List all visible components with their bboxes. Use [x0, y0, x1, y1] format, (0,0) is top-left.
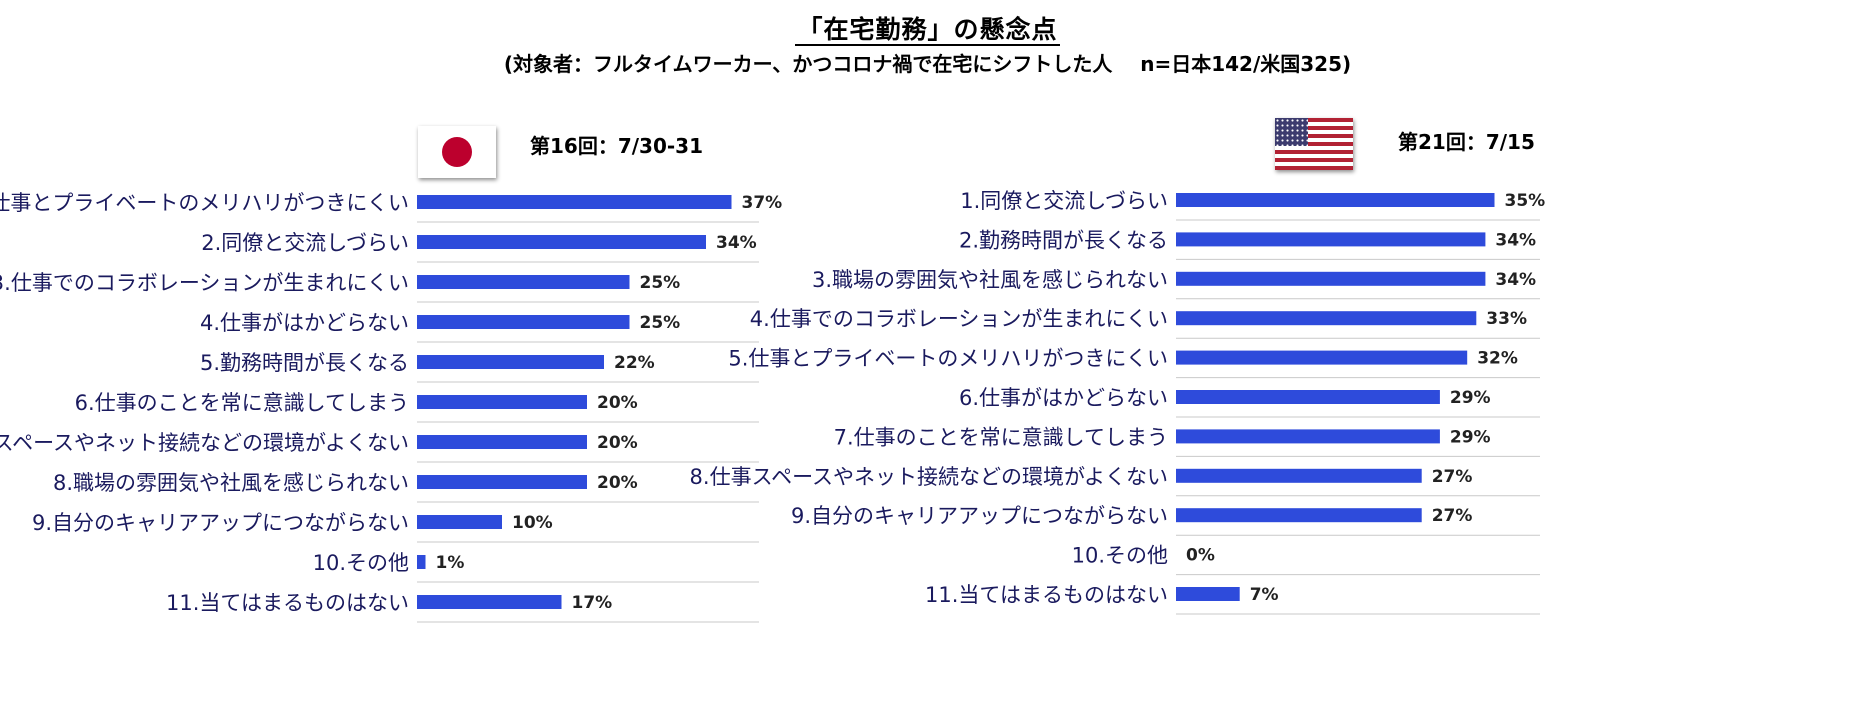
- jp-bar: [417, 315, 630, 329]
- jp-category-label: 6.仕事のことを常に意識してしまう: [75, 391, 409, 415]
- us-category-label: 4.仕事でのコラボレーションが生まれにくい: [750, 307, 1168, 331]
- us-bar: [1176, 390, 1440, 404]
- us-bar: [1176, 587, 1240, 601]
- us-bar: [1176, 350, 1468, 365]
- us-value-label: 33%: [1486, 309, 1527, 329]
- jp-value-label: 20%: [597, 433, 638, 453]
- japan-panel: 第16回：7/30-31 1.仕事とプライベートのメリハリがつきにくい 37% 2.…: [0, 110, 920, 710]
- jp-value-label: 20%: [597, 473, 638, 493]
- jp-category-label: 5.勤務時間が長くなる: [200, 351, 409, 375]
- us-category-label: 11.当てはまるものはない: [925, 583, 1168, 607]
- jp-bar: [417, 595, 562, 609]
- jp-bar: [417, 515, 502, 529]
- us-category-label: 5.仕事とプライベートのメリハリがつきにくい: [728, 347, 1168, 371]
- us-category-label: 8.仕事スペースやネット接続などの環境がよくない: [690, 465, 1168, 489]
- japan-survey-label: 第16回：7/30-31: [530, 134, 704, 158]
- us-value-label: 29%: [1450, 427, 1491, 447]
- us-bar: [1176, 508, 1422, 523]
- us-category-label: 7.仕事のことを常に意識してしまう: [834, 425, 1168, 449]
- chart-title: 「在宅勤務」の懸念点: [795, 15, 1060, 46]
- jp-category-label: 8.職場の雰囲気や社風を感じられない: [53, 471, 409, 495]
- us-bar: [1176, 429, 1440, 444]
- us-value-label: 0%: [1186, 546, 1215, 566]
- us-category-label: 10.その他: [1072, 544, 1168, 568]
- japan-flag-icon: [418, 126, 496, 178]
- jp-value-label: 20%: [597, 393, 638, 413]
- us-bar: [1176, 193, 1495, 207]
- jp-value-label: 34%: [716, 233, 757, 253]
- us-category-label: 1.同僚と交流しづらい: [960, 189, 1168, 213]
- us-value-label: 34%: [1495, 270, 1536, 290]
- us-value-label: 32%: [1477, 349, 1518, 369]
- jp-bar: [417, 435, 587, 449]
- jp-category-label: 11.当てはまるものはない: [166, 591, 409, 615]
- us-value-label: 27%: [1432, 467, 1473, 487]
- us-category-label: 9.自分のキャリアアップにつながらない: [791, 504, 1168, 528]
- us-bar: [1176, 271, 1486, 286]
- jp-category-label: 1.仕事とプライベートのメリハリがつきにくい: [0, 191, 409, 215]
- us-bar: [1176, 468, 1422, 483]
- us-bar: [1176, 311, 1477, 326]
- usa-bar-chart: 1.同僚と交流しづらい 35% 2.勤務時間が長くなる 34% 3.職場の雰囲気や社風を…: [690, 189, 1546, 615]
- us-value-label: 27%: [1432, 506, 1473, 526]
- jp-bar: [417, 475, 587, 489]
- jp-category-label: 2.同僚と交流しづらい: [201, 231, 409, 255]
- us-category-label: 6.仕事がはかどらない: [959, 386, 1168, 410]
- jp-bar: [417, 395, 587, 409]
- jp-category-label: 3.仕事でのコラボレーションが生まれにくい: [0, 271, 409, 295]
- us-value-label: 7%: [1250, 585, 1279, 605]
- jp-category-label: 10.その他: [313, 551, 409, 575]
- usa-survey-label: 第21回：7/15: [1398, 130, 1535, 154]
- jp-value-label: 37%: [742, 193, 783, 213]
- jp-category-label: 9.自分のキャリアアップにつながらない: [32, 511, 409, 535]
- jp-bar: [417, 355, 604, 369]
- jp-category-label: 4.仕事がはかどらない: [200, 311, 409, 335]
- jp-bar: [417, 235, 706, 249]
- japan-bar-chart: 1.仕事とプライベートのメリハリがつきにくい 37% 2.同僚と交流しづらい 34% 3…: [0, 191, 783, 623]
- chart-subtitle: (対象者：フルタイムワーカー、かつコロナ禍で在宅にシフトした人 n=日本142/…: [503, 52, 1352, 76]
- jp-value-label: 25%: [640, 273, 681, 293]
- us-bar: [1176, 232, 1486, 247]
- jp-value-label: 25%: [640, 313, 681, 333]
- jp-bar: [417, 275, 630, 289]
- jp-value-label: 17%: [572, 593, 613, 613]
- jp-category-label: 7.仕事スペースやネット接続などの環境がよくない: [0, 431, 409, 455]
- usa-flag-icon: [1275, 118, 1353, 170]
- us-category-label: 2.勤務時間が長くなる: [959, 228, 1168, 252]
- us-value-label: 34%: [1495, 230, 1536, 250]
- jp-bar: [417, 195, 732, 209]
- jp-value-label: 10%: [512, 513, 553, 533]
- jp-value-label: 1%: [436, 553, 465, 573]
- jp-bar: [417, 555, 426, 569]
- us-category-label: 3.職場の雰囲気や社風を感じられない: [812, 268, 1168, 292]
- us-value-label: 29%: [1450, 388, 1491, 408]
- usa-panel: 第21回：7/15 1.同僚と交流しづらい 35% 2.勤務時間が長くなる 34% 3.…: [690, 110, 1855, 710]
- jp-value-label: 22%: [614, 353, 655, 373]
- us-value-label: 35%: [1505, 191, 1546, 211]
